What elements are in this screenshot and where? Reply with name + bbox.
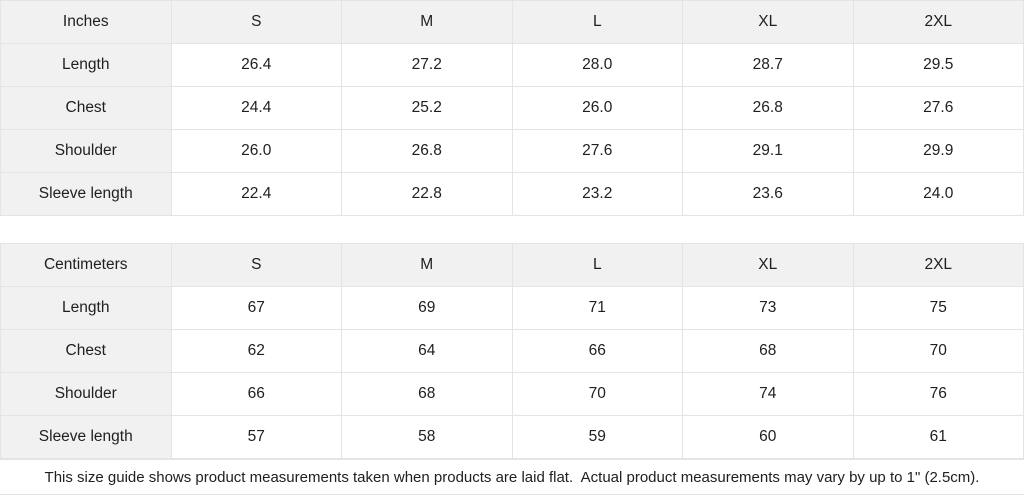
measurement-cell: 27.6: [511, 129, 683, 173]
measurement-cell: 24.4: [170, 86, 342, 130]
measurement-cell: 74: [682, 372, 854, 416]
measurement-cell: 66: [170, 372, 342, 416]
measurement-cell: 62: [170, 329, 342, 373]
size-column-header: S: [170, 0, 342, 44]
table-header-row: Inches S M L XL 2XL: [0, 0, 1024, 44]
table-row: Sleeve length 22.4 22.8 23.2 23.6 24.0: [0, 172, 1024, 216]
measurement-cell: 27.2: [341, 43, 513, 87]
table-row: Length 26.4 27.2 28.0 28.7 29.5: [0, 43, 1024, 87]
size-guide-disclaimer: This size guide shows product measuremen…: [0, 459, 1024, 495]
measurement-cell: 71: [511, 286, 683, 330]
row-label-cell: Shoulder: [0, 129, 172, 173]
measurement-cell: 26.8: [682, 86, 854, 130]
inches-size-table: Inches S M L XL 2XL Length 26.4 27.2 28.…: [0, 0, 1024, 216]
table-header-row: Centimeters S M L XL 2XL: [0, 243, 1024, 287]
table-row: Shoulder 66 68 70 74 76: [0, 372, 1024, 416]
measurement-cell: 29.5: [852, 43, 1024, 87]
size-column-header: 2XL: [852, 0, 1024, 44]
measurement-cell: 26.8: [341, 129, 513, 173]
measurement-cell: 28.0: [511, 43, 683, 87]
measurement-cell: 59: [511, 415, 683, 459]
size-column-header: L: [511, 243, 683, 287]
row-label-cell: Sleeve length: [0, 415, 172, 459]
measurement-cell: 23.6: [682, 172, 854, 216]
size-column-header: 2XL: [852, 243, 1024, 287]
measurement-cell: 76: [852, 372, 1024, 416]
measurement-cell: 26.0: [170, 129, 342, 173]
measurement-cell: 67: [170, 286, 342, 330]
measurement-cell: 70: [852, 329, 1024, 373]
measurement-cell: 28.7: [682, 43, 854, 87]
size-column-header: M: [341, 0, 513, 44]
measurement-cell: 75: [852, 286, 1024, 330]
measurement-cell: 68: [341, 372, 513, 416]
measurement-cell: 26.4: [170, 43, 342, 87]
measurement-cell: 27.6: [852, 86, 1024, 130]
row-label-cell: Sleeve length: [0, 172, 172, 216]
row-label-cell: Length: [0, 286, 172, 330]
measurement-cell: 69: [341, 286, 513, 330]
measurement-cell: 22.4: [170, 172, 342, 216]
measurement-cell: 70: [511, 372, 683, 416]
table-row: Shoulder 26.0 26.8 27.6 29.1 29.9: [0, 129, 1024, 173]
measurement-cell: 22.8: [341, 172, 513, 216]
measurement-cell: 29.9: [852, 129, 1024, 173]
size-column-header: M: [341, 243, 513, 287]
table-row: Chest 24.4 25.2 26.0 26.8 27.6: [0, 86, 1024, 130]
measurement-cell: 66: [511, 329, 683, 373]
size-column-header: L: [511, 0, 683, 44]
measurement-cell: 68: [682, 329, 854, 373]
measurement-cell: 57: [170, 415, 342, 459]
table-row: Chest 62 64 66 68 70: [0, 329, 1024, 373]
row-label-cell: Length: [0, 43, 172, 87]
measurement-cell: 29.1: [682, 129, 854, 173]
unit-header-cell: Inches: [0, 0, 172, 44]
measurement-cell: 25.2: [341, 86, 513, 130]
row-label-cell: Chest: [0, 86, 172, 130]
measurement-cell: 24.0: [852, 172, 1024, 216]
table-row: Length 67 69 71 73 75: [0, 286, 1024, 330]
measurement-cell: 26.0: [511, 86, 683, 130]
table-gap-spacer: [0, 216, 1024, 243]
table-row: Sleeve length 57 58 59 60 61: [0, 415, 1024, 459]
measurement-cell: 23.2: [511, 172, 683, 216]
measurement-cell: 64: [341, 329, 513, 373]
centimeters-size-table: Centimeters S M L XL 2XL Length 67 69 71…: [0, 243, 1024, 459]
row-label-cell: Shoulder: [0, 372, 172, 416]
measurement-cell: 61: [852, 415, 1024, 459]
size-column-header: S: [170, 243, 342, 287]
measurement-cell: 58: [341, 415, 513, 459]
size-column-header: XL: [682, 243, 854, 287]
row-label-cell: Chest: [0, 329, 172, 373]
unit-header-cell: Centimeters: [0, 243, 172, 287]
size-column-header: XL: [682, 0, 854, 44]
measurement-cell: 60: [682, 415, 854, 459]
measurement-cell: 73: [682, 286, 854, 330]
